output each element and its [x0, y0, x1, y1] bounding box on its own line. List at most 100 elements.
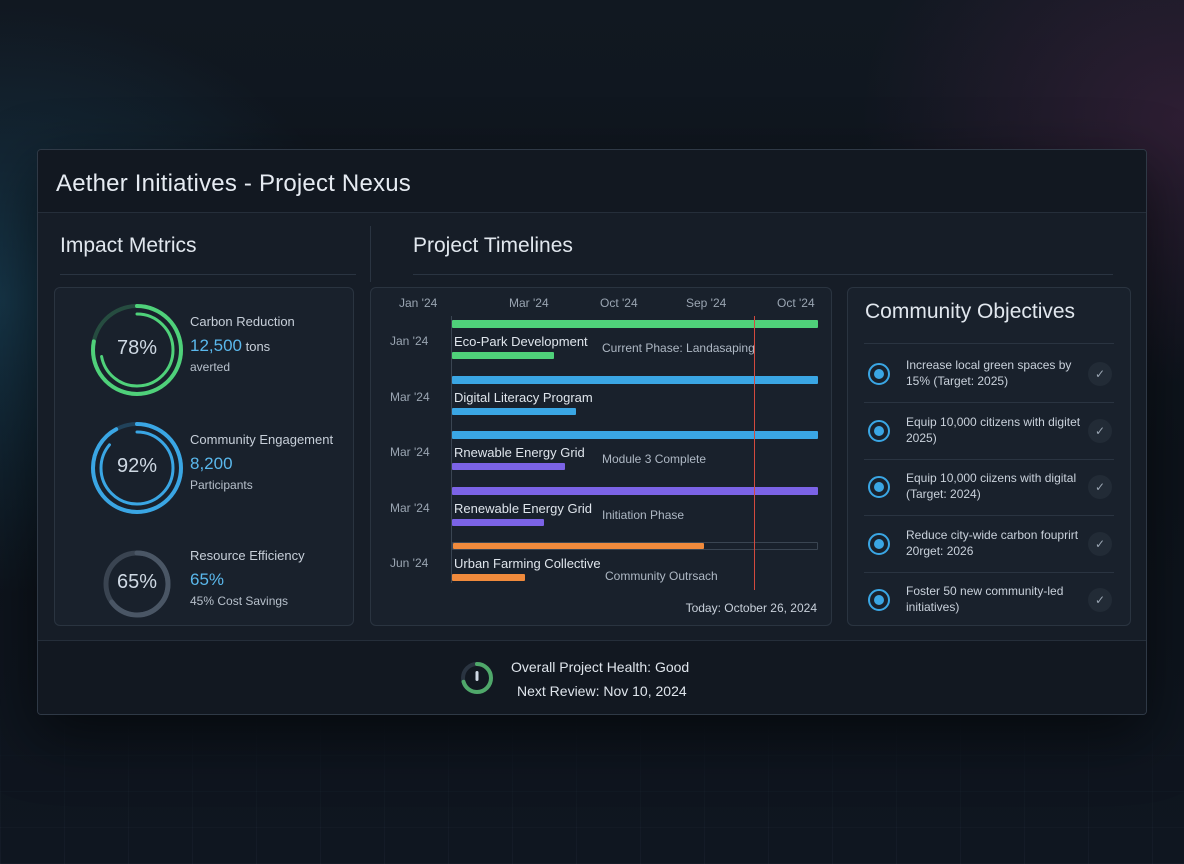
- objective-item[interactable]: Equip 10,000 ciizens with digital (Targe…: [864, 460, 1114, 516]
- timeline-row-name: Eco-Park Development: [454, 334, 588, 349]
- checkmark-icon[interactable]: ✓: [1088, 418, 1112, 443]
- metric-1: 78% Carbon Reduction 12,500 tons averted: [55, 298, 353, 408]
- objectives-divider: [864, 343, 1114, 344]
- health-gauge-icon: [461, 662, 493, 694]
- timeline-header-4: Sep '24: [686, 296, 727, 310]
- objective-text: Increase local green spaces by 15% (Targ…: [906, 358, 1072, 388]
- timeline-track: [452, 542, 818, 550]
- objective-text: Foster 50 new community-led initiatives): [906, 584, 1064, 614]
- metric-value: 12,500 tons: [190, 336, 270, 356]
- objective-text: Equip 10,000 ciizens with digital (Targe…: [906, 471, 1077, 501]
- timeline-header-5: Oct '24: [777, 296, 815, 310]
- timeline-row-date: Mar '24: [390, 389, 430, 404]
- timeline-row-status: Community Outrsach: [605, 569, 718, 583]
- checkmark-icon[interactable]: ✓: [1088, 531, 1112, 556]
- timeline-track-fill: [452, 431, 818, 439]
- metric-label: Resource Efficiency: [190, 548, 305, 563]
- timeline-row-date: Mar '24: [390, 445, 430, 459]
- metric-value-number: 12,500: [190, 336, 242, 355]
- objective-item[interactable]: Increase local green spaces by 15% (Targ…: [864, 347, 1114, 403]
- window-title: Aether Initiatives - Project Nexus: [56, 170, 411, 197]
- timeline-track-fill: [453, 543, 705, 549]
- column-divider: [370, 226, 371, 282]
- metric-percent: 78%: [116, 337, 158, 359]
- metric-label: Carbon Reduction: [190, 314, 295, 329]
- timeline-progress-bar: [452, 407, 577, 415]
- metric-ring-1: [91, 304, 183, 396]
- impact-metrics-title: Impact Metrics: [60, 234, 197, 257]
- timelines-divider: [413, 274, 1113, 275]
- timeline-row[interactable]: Jan '24 Eco-Park Development Current Phase…: [371, 320, 831, 376]
- timeline-row-name: Urban Farming Collective: [454, 556, 601, 571]
- timeline-row-status: Module 3 Complete: [602, 452, 707, 466]
- timeline-row-date: Jun '24: [390, 556, 429, 570]
- objective-radio-icon[interactable]: [868, 532, 890, 555]
- metric-sub: averted: [190, 360, 231, 374]
- today-label: Today: October 26, 2024: [685, 601, 817, 615]
- timeline-row-date: Jan '24: [390, 334, 429, 348]
- timeline-axis: [451, 316, 452, 583]
- objective-radio-icon[interactable]: [868, 363, 890, 385]
- checkmark-icon[interactable]: ✓: [1088, 362, 1112, 386]
- timeline-track-fill: [452, 320, 818, 328]
- timeline-row-name: Renewable Energy Grid: [454, 500, 593, 516]
- timeline-row-status: Initiation Phase: [602, 507, 685, 522]
- metric-value: 65%: [190, 570, 224, 590]
- metric-percent: 92%: [116, 455, 158, 477]
- timeline-track: [452, 431, 818, 439]
- checkmark-icon[interactable]: ✓: [1088, 475, 1112, 499]
- impact-divider: [60, 274, 356, 275]
- metric-value-number: 65%: [190, 570, 225, 589]
- objective-text: Equip 10,000 citizens with digitet 2025): [906, 414, 1081, 445]
- timeline-header-1: Jan '24: [399, 296, 438, 310]
- timeline-row-date: Mar '24: [390, 500, 430, 515]
- timeline-row[interactable]: Mar '24 Digital Literacy Program: [371, 375, 831, 432]
- metric-value: 8,200: [190, 454, 233, 474]
- timeline-row[interactable]: Mar '24 Renewable Energy Grid Initiation P…: [371, 486, 831, 543]
- title-bar: Aether Initiatives - Project Nexus: [38, 150, 1146, 213]
- metric-3: 65% Resource Efficiency 65% 45% Cost Saving…: [55, 532, 353, 642]
- timeline-track: [452, 486, 818, 495]
- timeline-row-name: Rnewable Energy Grid: [454, 445, 585, 460]
- project-timelines-title: Project Timelines: [413, 234, 573, 257]
- metric-sub: 45% Cost Savings: [190, 594, 289, 608]
- timeline-row[interactable]: Mar '24 Rnewable Energy Grid Module 3 Comp…: [371, 431, 831, 487]
- metric-2: 92% Community Engagement 8,200 Participants: [55, 416, 353, 526]
- timeline-track: [452, 320, 818, 328]
- background-grid: [0, 694, 1184, 864]
- timeline-track-fill: [452, 375, 818, 384]
- objective-radio-icon[interactable]: [868, 476, 890, 498]
- timeline-track-fill: [452, 486, 818, 495]
- community-objectives-card: Community Objectives Increase local gree…: [847, 287, 1131, 626]
- timeline-progress-bar: [452, 463, 566, 470]
- objective-item[interactable]: Equip 10,000 citizens with digitet 2025)…: [864, 404, 1114, 460]
- dashboard-window: Aether Initiatives - Project Nexus Impac…: [37, 149, 1147, 715]
- timeline-header-3: Oct '24: [600, 296, 638, 310]
- impact-metrics-card: 78% Carbon Reduction 12,500 tons averted 92%…: [54, 287, 354, 626]
- objective-item[interactable]: Reduce city-wide carbon fouprirt 20rget:…: [864, 517, 1114, 573]
- objective-radio-icon[interactable]: [868, 589, 890, 611]
- status-footer: Overall Project Health: Good Next Review…: [38, 640, 1146, 714]
- metric-label: Community Engagement: [190, 432, 334, 447]
- objective-text: Reduce city-wide carbon fouprirt 20rget:…: [906, 527, 1079, 558]
- timeline-track: [452, 375, 818, 384]
- checkmark-icon[interactable]: ✓: [1088, 588, 1112, 612]
- timeline-card: Jan '24 Mar '24 Oct '24 Sep '24 Oct '24 …: [370, 287, 832, 626]
- timeline-progress-bar: [452, 574, 526, 581]
- objective-item[interactable]: Foster 50 new community-led initiatives)…: [864, 573, 1114, 629]
- metric-sub: Participants: [190, 478, 253, 492]
- today-marker: [754, 316, 755, 590]
- metric-unit: tons: [242, 339, 271, 354]
- timeline-row[interactable]: Jun '24 Urban Farming Collective Community…: [371, 542, 831, 598]
- timeline-row-name: Digital Literacy Program: [454, 389, 593, 405]
- objective-radio-icon[interactable]: [868, 419, 890, 442]
- metric-value-number: 8,200: [190, 454, 233, 473]
- timeline-header-2: Mar '24: [509, 296, 549, 310]
- timeline-progress-bar: [452, 518, 544, 526]
- project-health-status: Overall Project Health: Good: [511, 659, 690, 675]
- next-review-date: Next Review: Nov 10, 2024: [517, 683, 687, 699]
- community-objectives-title: Community Objectives: [865, 300, 1076, 323]
- metric-percent: 65%: [116, 571, 158, 593]
- timeline-row-status: Current Phase: Landasaping: [602, 341, 755, 355]
- metric-ring-2: [91, 422, 183, 514]
